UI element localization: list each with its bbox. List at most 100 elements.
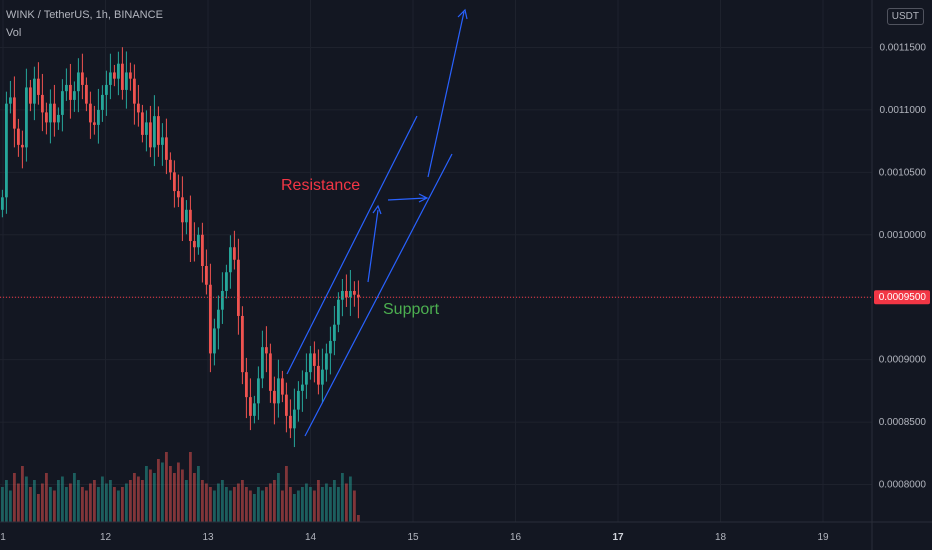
candle-body	[133, 78, 136, 104]
time-tick-label: 17	[612, 532, 624, 543]
candle-body	[13, 97, 16, 129]
volume-bar	[101, 476, 104, 522]
channel-upper-line	[286, 115, 418, 375]
candle-body	[241, 315, 244, 373]
arrow-1-head	[372, 204, 382, 215]
candle-body	[257, 378, 260, 404]
candle-body	[189, 209, 192, 242]
volume-bar	[313, 490, 316, 522]
time-tick-label: 16	[510, 532, 522, 543]
candle-body	[109, 72, 112, 85]
volume-bar	[193, 473, 196, 522]
volume-bar	[37, 494, 40, 522]
channel-lower-line	[304, 153, 453, 437]
candle-body	[177, 191, 180, 198]
arrow-2	[387, 197, 427, 201]
volume-bar	[77, 480, 80, 522]
volume-bar	[53, 490, 56, 522]
volume-bar	[305, 483, 308, 522]
volume-bar	[13, 473, 16, 522]
candle-body	[273, 390, 276, 404]
volume-bar	[329, 487, 332, 522]
volume-bar	[217, 483, 220, 522]
volume-bar	[201, 480, 204, 522]
candle-body	[333, 324, 336, 341]
symbol-title: WINK / TetherUS, 1h, BINANCE	[6, 9, 163, 21]
candle-body	[209, 284, 212, 354]
candle-body	[137, 103, 140, 113]
time-axis: 1 12 13 14 15 16 17 18 19	[0, 521, 932, 543]
candle-body	[125, 72, 128, 90]
candle-body	[37, 78, 40, 95]
volume-bar	[301, 487, 304, 522]
candle-body	[149, 122, 152, 148]
candle-body	[97, 109, 100, 125]
candle-body	[213, 328, 216, 354]
trend-drawings	[286, 8, 468, 437]
volume-bar	[237, 483, 240, 522]
volume-bar	[333, 480, 336, 522]
volume-bar	[117, 490, 120, 522]
candle-body	[205, 266, 208, 285]
candle-body	[9, 97, 12, 104]
candlesticks	[1, 47, 360, 448]
candle-body	[173, 172, 176, 192]
candle-body	[329, 340, 332, 354]
volume-bar	[253, 494, 256, 522]
volume-bar	[17, 483, 20, 522]
current-price-text: 0.0009500	[879, 292, 927, 303]
candle-body	[277, 378, 280, 404]
time-tick-label: 1	[0, 532, 6, 543]
currency-button[interactable]: USDT	[886, 8, 924, 25]
candle-body	[301, 384, 304, 391]
candle-body	[57, 114, 60, 123]
candle-body	[121, 63, 124, 90]
volume-bar	[273, 480, 276, 522]
volume-bar	[141, 480, 144, 522]
candle-body	[85, 84, 88, 104]
volume-bar	[45, 473, 48, 522]
price-tick-label: 0.0010500	[879, 167, 927, 178]
volume-bar	[89, 483, 92, 522]
volume-bar	[265, 487, 268, 522]
volume-bar	[181, 469, 184, 522]
candle-body	[321, 369, 324, 385]
volume-bar	[337, 487, 340, 522]
candle-body	[193, 241, 196, 248]
candle-body	[161, 137, 164, 145]
volume-bar	[149, 469, 152, 522]
volume-bar	[221, 480, 224, 522]
candle-body	[217, 309, 220, 329]
volume-bar	[65, 487, 68, 522]
volume-indicator-label[interactable]: Vol	[6, 27, 22, 39]
chart-grid	[0, 0, 872, 522]
candle-body	[61, 91, 64, 115]
volume-bar	[9, 490, 12, 522]
candle-body	[265, 347, 268, 354]
volume-bar	[349, 476, 352, 522]
volume-bar	[345, 483, 348, 522]
candle-body	[309, 353, 312, 373]
candle-body	[185, 209, 188, 223]
arrow-3	[427, 11, 465, 178]
volume-bar	[25, 476, 28, 522]
arrow-1	[367, 209, 379, 283]
candle-body	[197, 234, 200, 248]
volume-bar	[209, 487, 212, 522]
volume-bar	[125, 483, 128, 522]
volume-bar	[293, 494, 296, 522]
volume-bar	[109, 480, 112, 522]
volume-bar	[1, 487, 4, 522]
volume-bar	[61, 476, 64, 522]
volume-bar	[189, 452, 192, 522]
volume-bar	[289, 487, 292, 522]
volume-bar	[277, 473, 280, 522]
volume-bar	[165, 452, 168, 522]
volume-bar	[281, 490, 284, 522]
volume-bar	[197, 466, 200, 522]
volume-bar	[173, 473, 176, 522]
volume-bar	[241, 480, 244, 522]
time-tick-label: 19	[817, 532, 829, 543]
candle-body	[285, 394, 288, 416]
